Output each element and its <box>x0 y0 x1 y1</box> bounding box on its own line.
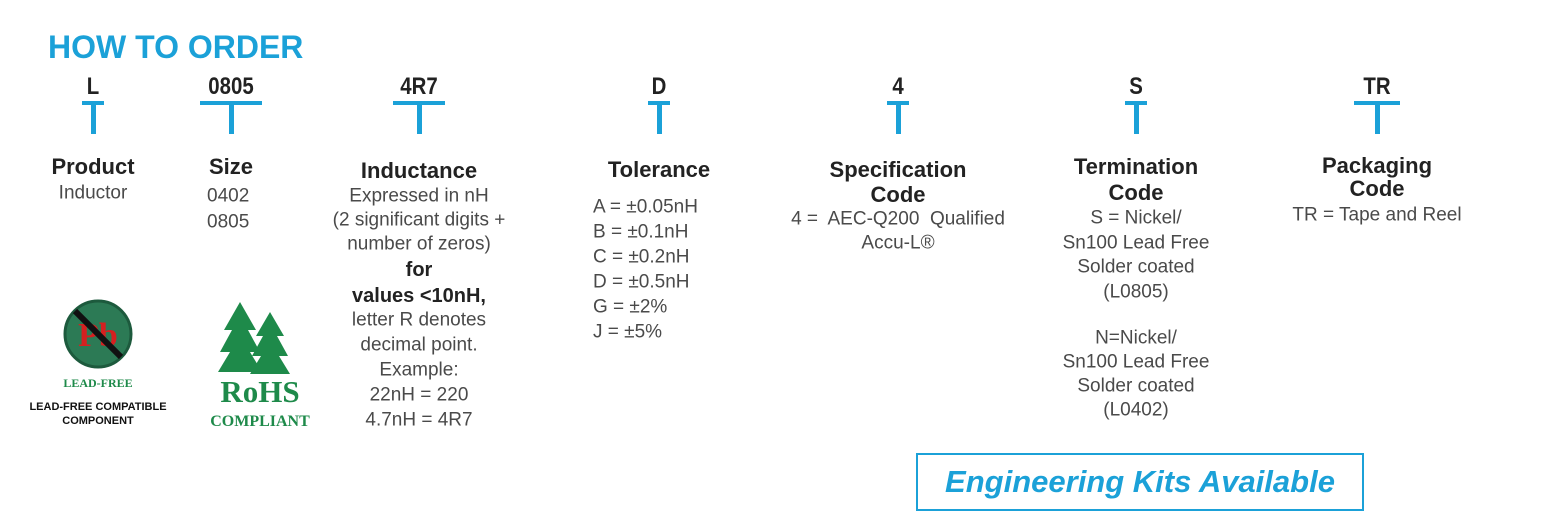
connector <box>416 101 422 134</box>
connector <box>228 101 234 134</box>
body-line: letter R denotes <box>351 309 487 331</box>
code: 4R7 <box>400 73 438 100</box>
body-line: decimal point. <box>360 334 478 356</box>
body-line: Example: <box>379 359 459 381</box>
body-line: N=Nickel/ <box>1095 327 1177 349</box>
code: TR <box>1363 73 1391 100</box>
heading: Code <box>1108 180 1164 205</box>
code: S <box>1129 73 1143 100</box>
connector <box>1374 101 1380 134</box>
connector <box>656 101 662 134</box>
code: 0805 <box>208 73 254 100</box>
body-line: Inductor <box>58 182 128 204</box>
body-line: (L0805) <box>1103 281 1169 303</box>
body-line: S = Nickel/ <box>1090 207 1182 229</box>
rohs-caption: COMPLIANT <box>210 413 310 430</box>
body-line: Sn100 Lead Free <box>1062 351 1210 373</box>
body-line: G = ±2% <box>593 296 668 318</box>
body-line: 4.7nH = 4R7 <box>365 409 473 431</box>
body-line: Solder coated <box>1077 256 1195 278</box>
heading: Tolerance <box>607 157 711 182</box>
heading: Packaging <box>1321 153 1433 178</box>
lead-free-label: LEAD-FREE <box>63 376 132 390</box>
lead-free-caption: COMPONENT <box>62 415 134 427</box>
rohs-label: RoHS <box>220 374 299 409</box>
lead-free-caption: LEAD-FREE COMPATIBLE <box>29 401 166 413</box>
body-line: 0402 <box>207 185 250 207</box>
heading: Inductance <box>360 158 478 183</box>
connector <box>1133 101 1139 134</box>
body-line: for <box>405 259 433 281</box>
connector <box>895 101 901 134</box>
heading: Specification <box>829 157 967 182</box>
body-line: B = ±0.1nH <box>593 221 689 243</box>
body-line: 0805 <box>207 211 250 233</box>
body-line: C = ±0.2nH <box>593 246 690 268</box>
body-line: 22nH = 220 <box>369 384 469 406</box>
body-line: (L0402) <box>1103 399 1169 421</box>
body-line: J = ±5% <box>593 321 663 343</box>
kits-button[interactable]: Engineering Kits Available <box>916 453 1364 511</box>
code: L <box>86 73 100 100</box>
body-line: Accu-L® <box>861 232 935 254</box>
heading: Termination <box>1073 154 1199 179</box>
body-line: Solder coated <box>1077 375 1195 397</box>
body-line: 4 = AEC-Q200 Qualified <box>791 208 1005 230</box>
body-line: values <10nH, <box>352 285 486 307</box>
body-line: (2 significant digits + <box>332 209 506 231</box>
connector <box>90 101 96 134</box>
heading: Code <box>870 182 926 207</box>
title: HOW TO ORDER <box>48 29 304 65</box>
body-line: number of zeros) <box>347 233 491 255</box>
heading: Size <box>208 154 254 179</box>
trees <box>218 302 290 374</box>
body-line: Sn100 Lead Free <box>1062 232 1210 254</box>
body-line: D = ±0.5nH <box>593 271 690 293</box>
code: D <box>651 73 667 100</box>
heading: Product <box>51 154 135 179</box>
heading: Code <box>1349 176 1405 201</box>
slash <box>72 308 124 360</box>
body-line: Expressed in nH <box>349 185 489 207</box>
code: 4 <box>892 73 904 100</box>
body-line: A = ±0.05nH <box>593 196 698 218</box>
body-line: TR = Tape and Reel <box>1292 204 1462 226</box>
